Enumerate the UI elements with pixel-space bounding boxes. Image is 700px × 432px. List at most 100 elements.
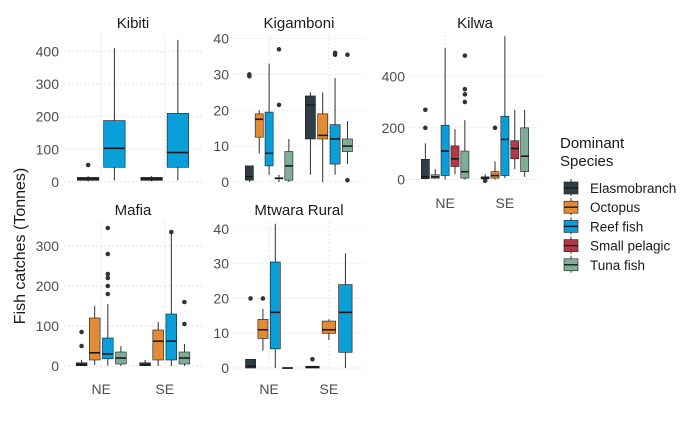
x-tick-label-se: SE	[320, 381, 339, 397]
box-iqr	[264, 111, 274, 167]
y-tick-label: 30	[213, 66, 229, 82]
box-reef-fish-ne	[102, 225, 114, 366]
box-tuna-fish-se	[178, 299, 191, 366]
panel-mtwara-rural: 0 10 20 30 40 NE SE Mtwara Rural	[213, 202, 364, 397]
y-tick-label: 0	[51, 174, 59, 190]
outlier-point	[79, 329, 84, 335]
y-tick-label: 0	[51, 358, 59, 374]
box-elasmobranch-se	[305, 357, 320, 369]
box-tuna-fish-ne	[115, 346, 127, 366]
box-reef-fish-se	[165, 229, 177, 366]
panel-title-mtwara-rural: Mtwara Rural	[254, 202, 343, 219]
box-iqr	[342, 138, 353, 152]
box-iqr	[420, 159, 430, 179]
panel-mafia: 0 100 200 300 NE SE Mafia	[36, 202, 202, 397]
box-tuna-fish-ne	[282, 367, 293, 369]
box-iqr	[103, 120, 126, 168]
box-reef-fish-ne	[264, 63, 274, 175]
outlier-point	[85, 162, 91, 168]
box-iqr	[254, 113, 264, 138]
y-tick-label: 200	[36, 109, 60, 125]
box-octopus-se	[152, 322, 164, 366]
y-tick-label: 400	[36, 43, 60, 59]
box-elasmobranch-ne	[75, 329, 88, 366]
outlier-point	[332, 50, 338, 56]
panel-title-kibiti: Kibiti	[117, 15, 150, 32]
x-tick-label-se: SE	[496, 195, 515, 211]
y-tick-label: 40	[213, 31, 229, 47]
box-iqr	[269, 261, 281, 350]
box-elasmobranch-ne	[77, 162, 100, 182]
box-tuna-fish-se	[342, 52, 353, 183]
legend-label: Octopus	[590, 200, 641, 215]
legend-label: Reef fish	[590, 219, 643, 234]
y-tick-label: 0	[397, 171, 405, 187]
box-iqr	[305, 95, 316, 140]
box-small-pelagic-se	[510, 109, 520, 170]
outlier-point	[462, 53, 468, 58]
outlier-point	[276, 47, 282, 52]
y-tick-label: 10	[213, 325, 229, 341]
outlier-point	[260, 296, 266, 301]
y-tick-label: 300	[36, 76, 60, 92]
box-iqr	[321, 320, 336, 334]
box-iqr	[520, 127, 530, 172]
box-elasmobranch-ne	[420, 107, 430, 180]
box-octopus-se	[490, 125, 500, 180]
outlier-point	[105, 283, 111, 289]
box-reef-fish-se	[500, 36, 510, 179]
outlier-point	[79, 343, 84, 349]
panel-kibiti: 0 100 200 300 400 Kibiti	[36, 15, 202, 190]
y-tick-label: 40	[213, 221, 229, 237]
y-tick-label: 0	[221, 360, 229, 376]
box-iqr	[257, 319, 269, 339]
legend: Dominant Species Elasmobranch Octopus Reef…	[560, 135, 676, 273]
outlier-point	[276, 102, 282, 108]
box-tuna-fish-ne	[284, 138, 294, 182]
box-iqr	[166, 113, 189, 168]
outlier-point	[248, 296, 253, 301]
box-octopus-ne	[430, 169, 440, 179]
box-iqr	[165, 313, 177, 361]
x-tick-label-ne: NE	[259, 381, 278, 397]
legend-item-tuna-fish: Tuna fish	[563, 255, 645, 273]
panel-title-kigamboni: Kigamboni	[264, 15, 335, 32]
y-tick-label: 200	[36, 278, 60, 294]
legend-title-line-1: Dominant	[560, 135, 625, 152]
panel-title-kilwa: Kilwa	[457, 15, 494, 32]
outlier-point	[423, 107, 428, 113]
outlier-point	[345, 177, 350, 183]
y-tick-label: 100	[36, 141, 60, 157]
box-small-pelagic-ne	[274, 47, 284, 182]
legend-item-octopus: Octopus	[563, 198, 641, 216]
outlier-point	[492, 125, 498, 131]
y-tick-label: 20	[213, 290, 229, 306]
y-axis-label: Fish catches (Tonnes)	[12, 168, 29, 325]
y-tick-label: 200	[382, 120, 406, 136]
y-tick-label: 30	[213, 256, 229, 272]
outlier-point	[462, 92, 468, 97]
box-iqr	[317, 113, 329, 140]
box-iqr	[102, 337, 114, 360]
outlier-point	[105, 225, 111, 231]
box-elasmobranch-ne	[245, 296, 256, 369]
y-tick-label: 0	[221, 174, 229, 190]
x-tick-label-ne: NE	[92, 381, 111, 397]
box-iqr	[500, 115, 510, 176]
panel-title-mafia: Mafia	[115, 202, 152, 219]
box-iqr	[450, 145, 460, 167]
legend-label: Tuna fish	[590, 258, 645, 273]
x-tick-label-se: SE	[155, 381, 174, 397]
box-octopus-se	[321, 319, 336, 341]
box-iqr	[510, 140, 520, 160]
panel-kilwa: 0 200 400 NE SE Kilwa	[382, 15, 540, 211]
outlier-point	[482, 178, 488, 184]
box-reef-fish-ne	[269, 223, 281, 368]
legend-title-line-2: Species	[560, 153, 613, 170]
box-elasmobranch-se	[480, 174, 490, 184]
outlier-point	[345, 52, 350, 58]
box-reef-fish-se	[329, 50, 341, 175]
box-reef-fish-ne	[103, 48, 126, 181]
legend-label: Elasmobranch	[590, 181, 676, 196]
